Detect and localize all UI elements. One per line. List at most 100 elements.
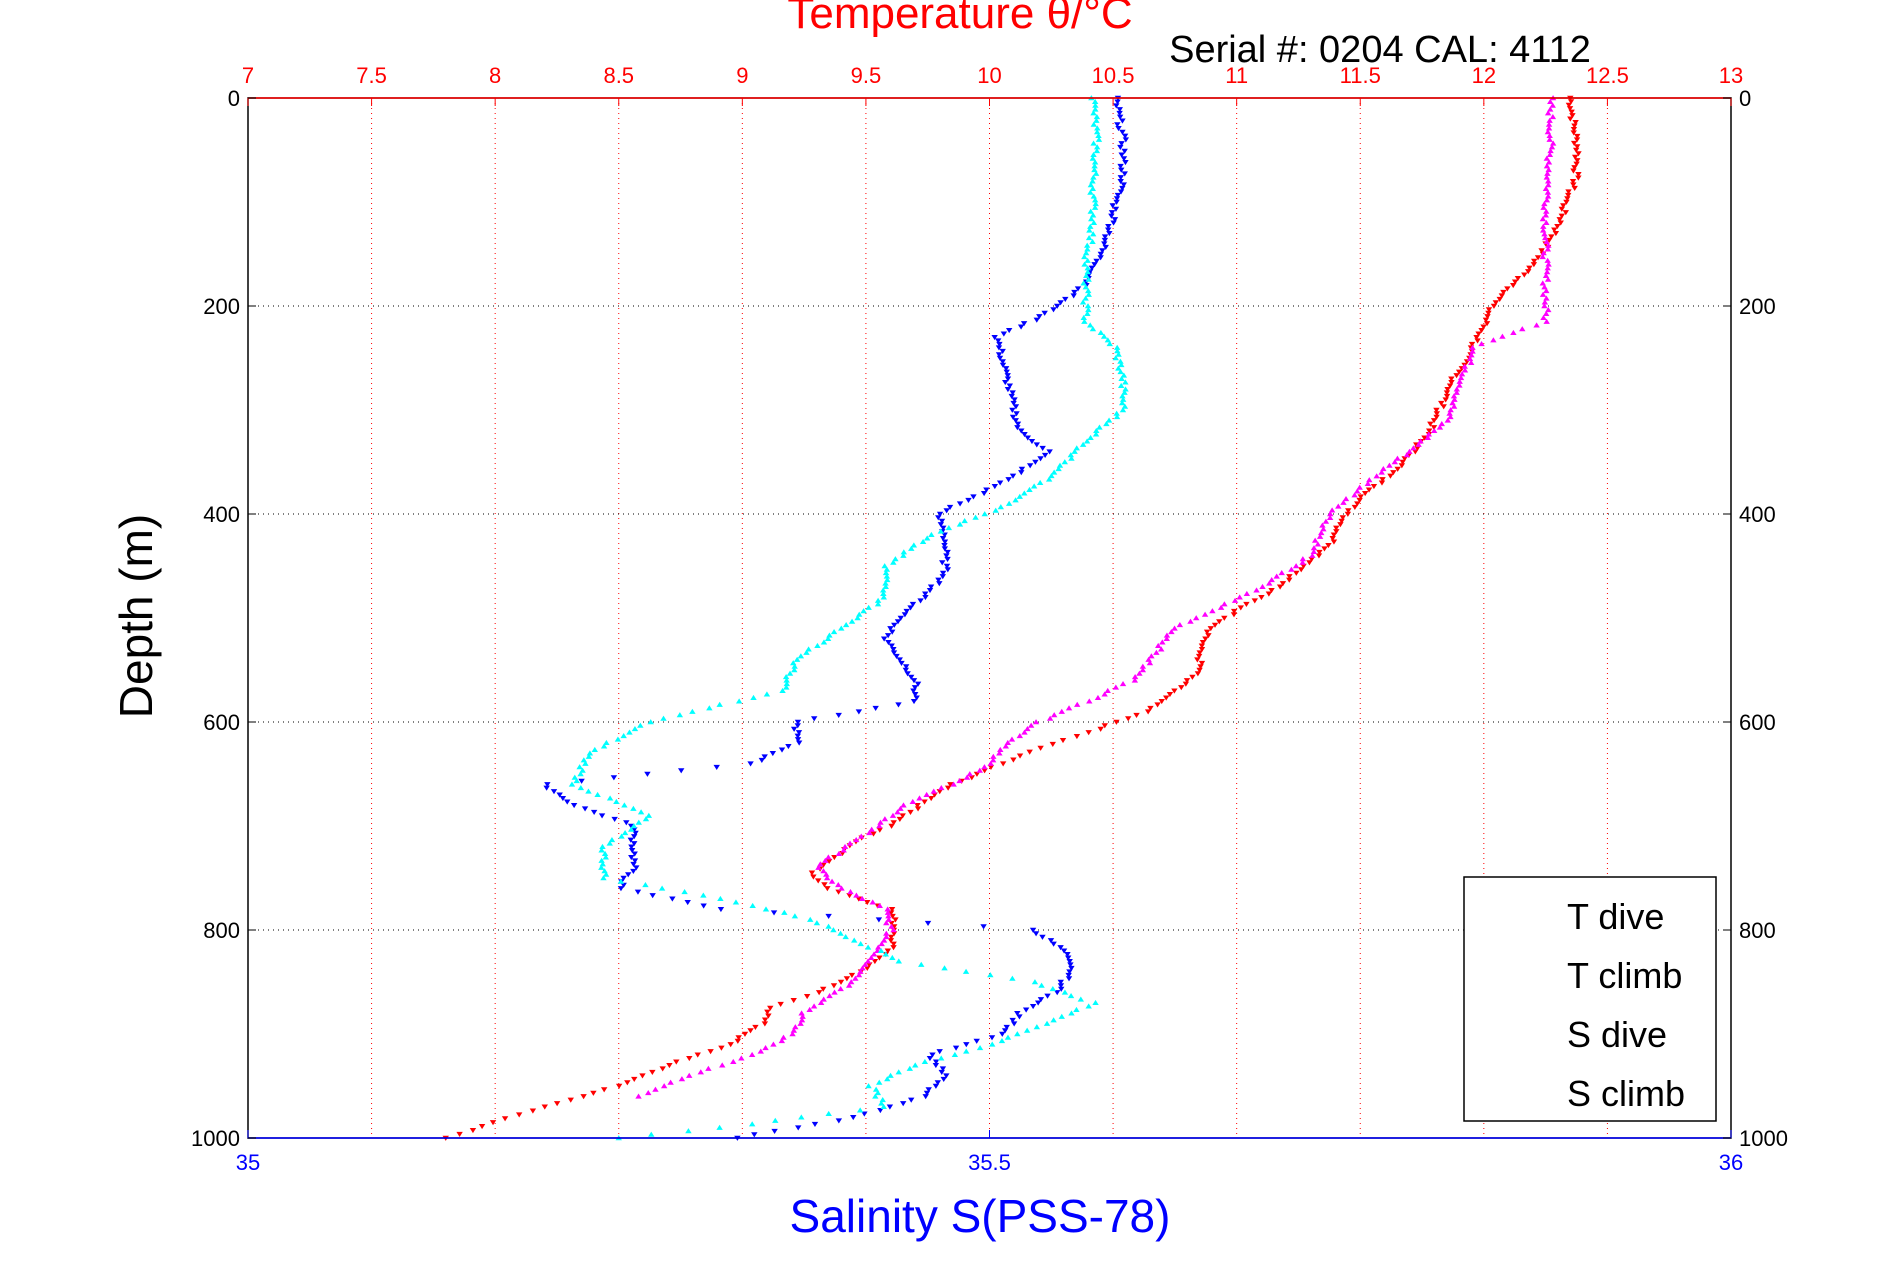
t-dive-point: [981, 768, 988, 774]
s-climb-point: [1089, 178, 1096, 184]
s-climb-point: [941, 965, 948, 971]
s-climb-point: [1117, 368, 1124, 375]
s-climb-point: [826, 632, 833, 638]
s-dive-point: [598, 813, 606, 819]
s-dive-point: [556, 792, 563, 798]
s-climb-point: [890, 559, 897, 565]
t-dive-point: [615, 1083, 623, 1089]
t-climb-point: [1541, 284, 1548, 290]
t-dive-point: [741, 1031, 749, 1037]
s-climb-point: [1089, 185, 1097, 192]
s-climb-point: [1092, 201, 1099, 207]
t-dive-point: [1178, 685, 1185, 691]
s-dive-point: [1119, 129, 1126, 135]
t-dive-point: [1321, 546, 1328, 552]
s-dive-point: [901, 612, 909, 618]
s-dive-point: [794, 719, 802, 725]
s-dive-point: [941, 532, 948, 538]
s-climb-point: [1087, 208, 1094, 214]
top-tick-label: 11: [1225, 63, 1248, 88]
t-dive-point: [1571, 185, 1578, 192]
legend-label: S climb: [1567, 1073, 1685, 1114]
left-tick-label: 0: [228, 86, 240, 111]
t-dive-point: [529, 1108, 537, 1114]
t-climb-point: [1533, 322, 1540, 328]
s-climb-point: [1112, 355, 1119, 361]
t-dive-point: [973, 771, 981, 777]
s-climb-point: [961, 518, 968, 524]
s-dive-point: [1005, 477, 1012, 483]
s-climb-point: [813, 920, 821, 926]
t-dive-point: [1468, 341, 1476, 348]
t-climb-point: [1316, 533, 1324, 539]
s-climb-point: [1091, 159, 1099, 165]
t-dive-point: [735, 1035, 742, 1041]
t-climb-point: [1319, 522, 1326, 528]
t-climb-point: [838, 885, 845, 891]
s-climb-point: [906, 1065, 914, 1071]
s-dive-point: [1091, 262, 1098, 268]
right-tick-label: 400: [1739, 502, 1776, 527]
s-climb-point: [1082, 284, 1090, 290]
s-dive-point: [898, 660, 905, 666]
t-dive-point: [1196, 650, 1203, 656]
s-climb-point: [577, 784, 585, 791]
t-dive-point: [1037, 745, 1044, 751]
s-climb-point: [1120, 372, 1128, 378]
s-dive-point: [890, 650, 898, 656]
s-dive-point: [965, 497, 972, 504]
s-climb-point: [805, 646, 812, 652]
t-dive-point: [1570, 130, 1577, 136]
s-dive-point: [795, 1125, 802, 1131]
s-climb-point: [951, 1051, 959, 1058]
t-climb-point: [1545, 307, 1552, 313]
t-climb-point: [1543, 318, 1550, 324]
s-dive-point: [1065, 976, 1073, 982]
t-dive-point: [987, 764, 995, 770]
t-dive-point: [541, 1104, 548, 1110]
s-dive-point: [1018, 470, 1025, 476]
s-dive-point: [1065, 972, 1072, 978]
s-climb-point: [783, 680, 791, 687]
t-climb-point: [1008, 736, 1016, 742]
left-tick-label: 600: [203, 710, 240, 735]
t-dive-point: [855, 896, 862, 902]
t-dive-point: [1315, 553, 1323, 559]
s-dive-point: [907, 674, 915, 680]
s-dive-point: [1009, 390, 1016, 396]
t-climb-point: [652, 1086, 659, 1092]
t-dive-point: [686, 1056, 693, 1062]
s-dive-point: [996, 341, 1003, 348]
s-dive-point: [929, 1052, 936, 1058]
s-climb-point: [865, 1083, 872, 1089]
grid-lines: [248, 98, 1731, 1138]
t-climb-point: [1309, 552, 1316, 558]
t-climb-point: [1456, 378, 1463, 384]
t-dive-point: [1530, 258, 1538, 264]
t-dive-point: [1279, 581, 1287, 587]
s-dive-point: [936, 511, 944, 517]
top-tick-label: 10.5: [1092, 63, 1135, 88]
t-climb-point: [1451, 396, 1458, 402]
s-dive-point: [970, 494, 977, 500]
t-climb-point: [1354, 488, 1361, 494]
t-climb-point: [1545, 261, 1552, 267]
t-climb-point: [1541, 201, 1548, 207]
s-climb-point: [732, 899, 740, 905]
t-dive-point: [659, 1066, 666, 1072]
s-dive-point: [939, 1066, 947, 1072]
s-dive-point: [630, 861, 637, 868]
t-climb-point: [1253, 587, 1260, 593]
t-dive-point: [921, 799, 928, 805]
t-climb-point: [1539, 291, 1547, 297]
s-climb-point: [1084, 303, 1092, 309]
chart-subtitle: Serial #: 0204 CAL: 4112: [1169, 29, 1591, 71]
s-dive-point: [943, 508, 950, 514]
s-dive-point: [991, 334, 998, 341]
s-dive-point: [922, 591, 929, 597]
s-dive-point: [991, 484, 999, 490]
s-dive-point: [872, 705, 879, 712]
t-dive-point: [631, 1076, 638, 1082]
s-dive-point: [620, 875, 627, 881]
t-climb-point: [877, 819, 884, 825]
